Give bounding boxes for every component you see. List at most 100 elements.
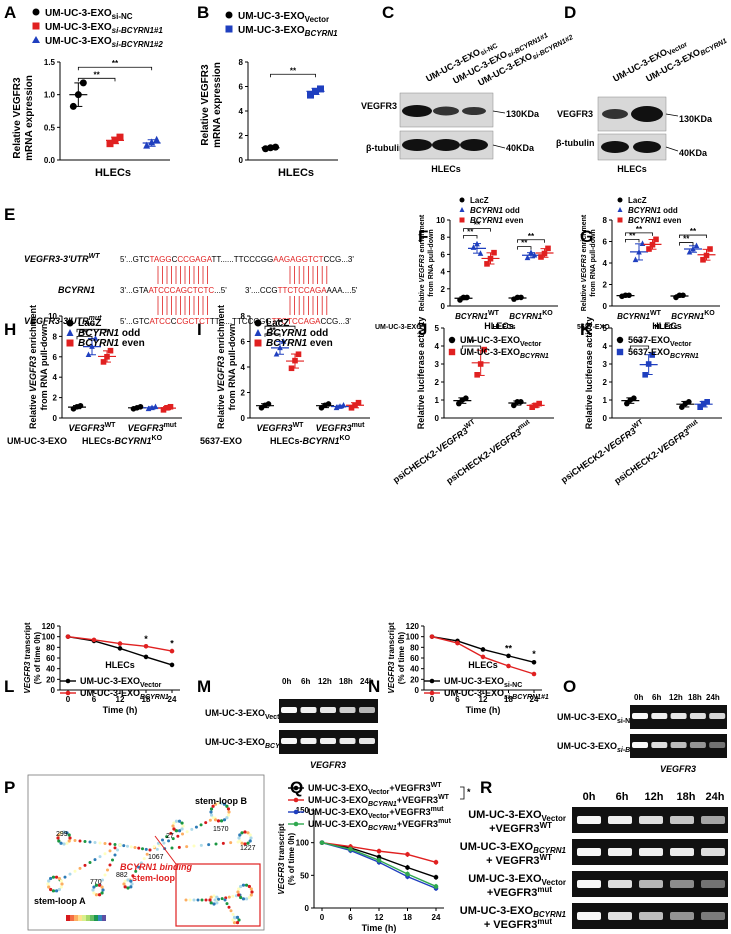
row-label: + VEGFR3mut	[484, 917, 553, 931]
y-tick-label: 4	[603, 259, 608, 268]
x-axis-label: HLECs	[95, 167, 131, 179]
y-tick-label: 1	[435, 396, 440, 405]
legend-label-part: BCYRN1	[470, 206, 503, 215]
y-tick-label: 4	[53, 373, 58, 382]
data-point	[484, 261, 490, 267]
sublabel-part: HLECs-	[82, 436, 115, 446]
nucleotide	[229, 841, 233, 845]
panel-letter: G	[580, 227, 593, 246]
nucleotide	[65, 831, 69, 835]
row-label: UM-UC-3-EXOsi-NC	[557, 712, 635, 725]
binding-label: BCYRN1 binding	[120, 862, 192, 872]
chart-title: HLECs	[484, 321, 514, 331]
y-tick-label: 2	[241, 389, 246, 398]
y-tick-label: 6	[441, 250, 446, 259]
gel-band	[339, 707, 356, 713]
legend-marker	[32, 8, 40, 16]
y-axis-label-line: Relative VEGFR3 enrichment	[419, 214, 426, 311]
size-marker-label: 40KDa	[506, 143, 535, 153]
plot-area: 0 2 4 6 8 **	[239, 58, 338, 165]
group-label: VEGFR3mut	[316, 422, 366, 433]
legend-label: UM-UC-3-EXOsi-BCYRN1#1	[444, 688, 549, 701]
row-label-part: + VEGFR3	[486, 855, 540, 867]
group-label-sup: WT	[293, 422, 305, 429]
y-axis-label-part: VEGFR3	[28, 356, 38, 392]
legend-label-sub: BCYRN1	[670, 353, 699, 360]
y-tick-label: 0.5	[44, 123, 56, 132]
data-point	[405, 865, 410, 870]
nucleotide	[129, 885, 133, 889]
y-axis-label-line: Relative VEGFR3 enrichment	[216, 305, 226, 429]
nucleotide	[108, 849, 112, 853]
legend-label-part: BCYRN1	[266, 328, 308, 339]
y-tick-label: 80	[46, 643, 55, 652]
data-point	[433, 859, 439, 865]
data-point	[89, 343, 95, 349]
data-point	[506, 663, 511, 669]
legend-label-part: BCYRN1	[470, 216, 503, 225]
data-point	[111, 136, 119, 144]
data-point	[74, 91, 82, 99]
gel-band	[632, 742, 648, 748]
nucleotide	[73, 869, 77, 873]
group-label: VEGFR3mut	[128, 422, 178, 433]
legend-label: LacZ	[78, 318, 101, 329]
legend-label: UM-UC-3-EXOVector+VEGFR3mut	[308, 806, 444, 820]
nucleotide	[68, 836, 72, 840]
nucleotide-number: 1227	[240, 845, 256, 852]
data-point	[617, 217, 623, 223]
nucleotide	[101, 878, 104, 882]
legend-label: BCYRN1 even	[78, 338, 145, 349]
nucleotide	[123, 885, 127, 889]
legend-label: BCYRN1 even	[470, 216, 523, 225]
data-point	[700, 400, 707, 407]
data-point	[277, 344, 283, 351]
significance-bracket	[629, 345, 650, 349]
legend-label: UM-UC-3-EXOVector	[238, 11, 329, 24]
nucleotide	[184, 898, 188, 902]
y-axis-label-part: enrichment	[216, 305, 226, 356]
significance-label: **	[94, 70, 101, 79]
cell-label: HLECs	[617, 164, 647, 174]
data-point	[704, 399, 710, 405]
nucleotide	[113, 846, 117, 850]
nucleotide	[131, 874, 135, 878]
row-label: UM-UC-3-EXOVector	[205, 708, 287, 721]
nucleotide	[213, 802, 218, 806]
gel-band	[281, 738, 297, 744]
y-axis-label-part: transcript	[277, 823, 286, 862]
data-point	[511, 402, 517, 409]
time-label: 6h	[652, 693, 661, 702]
y-axis-label-part: enrichment	[28, 305, 38, 356]
data-point	[617, 197, 623, 203]
gel-band	[577, 816, 601, 824]
legend-label: UM-UC-3-EXOsi-BCYRN1#2	[45, 36, 163, 49]
data-point	[292, 357, 298, 364]
nucleotide	[113, 843, 117, 846]
legend-label: UM-UC-3-EXOVector+VEGFR3WT	[308, 782, 442, 796]
y-axis-label-part: enrichment	[419, 214, 426, 254]
row-label: UM-UC-3-EXOBCYRN1	[460, 905, 567, 919]
nucleotide	[47, 879, 51, 883]
panel-d: D UM-UC-3-EXOVector UM-UC-3-EXOBCYRN1 VE…	[556, 3, 728, 174]
group-label-part: VEGFR3	[656, 427, 691, 456]
nucleotide	[211, 804, 215, 808]
data-point	[624, 400, 630, 407]
nucleotide	[232, 915, 237, 920]
gel-rows: UM-UC-3-EXOVector+VEGFR3WTUM-UC-3-EXOBCY…	[460, 807, 728, 931]
data-point	[169, 648, 175, 654]
x-tick-label: 24	[530, 695, 539, 704]
data-point	[528, 249, 534, 255]
legend-label-part: UM-UC-3-EXO	[308, 795, 368, 805]
color-scale-segment	[90, 915, 94, 921]
data-point	[506, 653, 511, 659]
data-point	[265, 401, 272, 407]
nucleotide	[174, 829, 179, 833]
x-tick-label: 0	[66, 695, 71, 704]
nucleotide	[118, 843, 122, 847]
data-point	[405, 871, 410, 877]
data-point	[463, 395, 469, 402]
nucleotide	[148, 848, 152, 852]
